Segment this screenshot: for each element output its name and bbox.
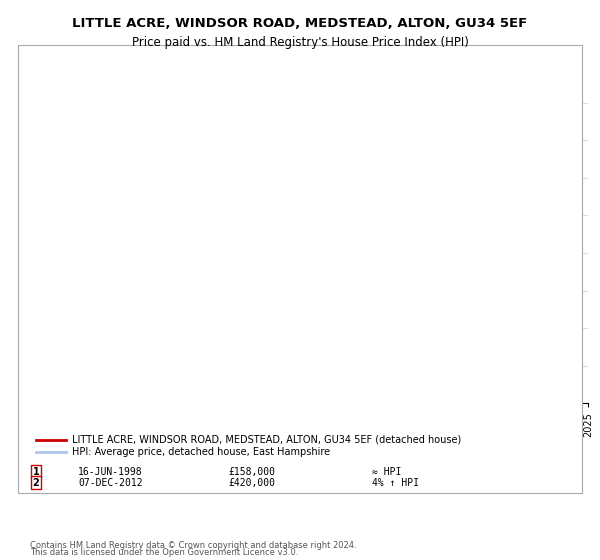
Text: 16-JUN-1998: 16-JUN-1998 bbox=[78, 466, 143, 477]
Text: This data is licensed under the Open Government Licence v3.0.: This data is licensed under the Open Gov… bbox=[30, 548, 298, 557]
Text: Contains HM Land Registry data © Crown copyright and database right 2024.: Contains HM Land Registry data © Crown c… bbox=[30, 541, 356, 550]
Text: 1: 1 bbox=[134, 311, 142, 321]
Text: 4% ↑ HPI: 4% ↑ HPI bbox=[372, 478, 419, 488]
Text: HPI: Average price, detached house, East Hampshire: HPI: Average price, detached house, East… bbox=[72, 447, 330, 458]
Text: ≈ HPI: ≈ HPI bbox=[372, 466, 401, 477]
Text: 2: 2 bbox=[32, 478, 40, 488]
Text: Price paid vs. HM Land Registry's House Price Index (HPI): Price paid vs. HM Land Registry's House … bbox=[131, 36, 469, 49]
Text: LITTLE ACRE, WINDSOR ROAD, MEDSTEAD, ALTON, GU34 5EF (detached house): LITTLE ACRE, WINDSOR ROAD, MEDSTEAD, ALT… bbox=[72, 435, 461, 445]
Text: 1: 1 bbox=[32, 466, 40, 477]
Text: 2: 2 bbox=[379, 213, 386, 223]
Text: £158,000: £158,000 bbox=[228, 466, 275, 477]
Text: 07-DEC-2012: 07-DEC-2012 bbox=[78, 478, 143, 488]
Text: £420,000: £420,000 bbox=[228, 478, 275, 488]
Text: LITTLE ACRE, WINDSOR ROAD, MEDSTEAD, ALTON, GU34 5EF: LITTLE ACRE, WINDSOR ROAD, MEDSTEAD, ALT… bbox=[73, 17, 527, 30]
